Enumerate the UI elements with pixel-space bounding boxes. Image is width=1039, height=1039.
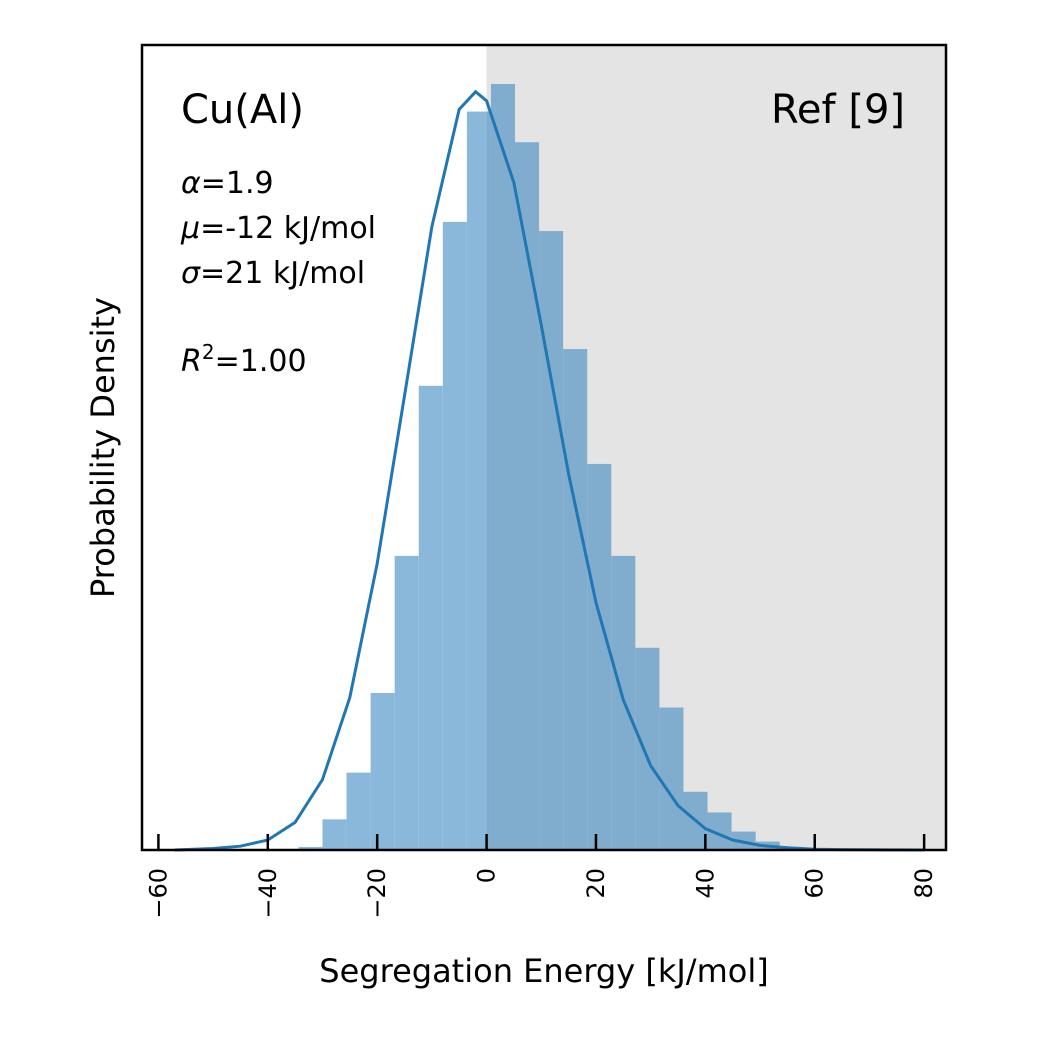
- plot-area: [140, 43, 948, 852]
- histogram-bar: [635, 647, 660, 850]
- alpha-symbol: α: [181, 166, 201, 201]
- x-tick-label: 20: [582, 868, 610, 899]
- histogram-bar: [442, 221, 467, 850]
- reference-label: Ref [9]: [771, 87, 905, 133]
- histogram-bar: [466, 111, 487, 851]
- r-squared-exponent: 2: [202, 340, 215, 364]
- plot-frame: [140, 43, 948, 852]
- x-tick-label: 60: [801, 868, 829, 899]
- x-tick-label: −40: [254, 868, 282, 919]
- system-label: Cu(Al): [181, 87, 304, 133]
- histogram-bar: [346, 772, 371, 850]
- fit-curve: [174, 89, 925, 852]
- x-axis-tick-labels: −60 −40 −20 0 20 40 60 80: [144, 868, 938, 919]
- r-squared-value: =1.00: [215, 344, 307, 379]
- sigma-symbol: σ: [181, 256, 201, 291]
- alpha-parameter: α=1.9: [181, 166, 274, 201]
- histogram-bar: [418, 385, 443, 850]
- sigma-value: =21 kJ/mol: [200, 256, 365, 291]
- sigma-parameter: σ=21 kJ/mol: [181, 256, 365, 291]
- histogram-bar: [394, 555, 419, 850]
- x-tick-label: 80: [910, 868, 938, 899]
- histogram-bar: [539, 231, 564, 850]
- x-tick-label: −60: [144, 868, 172, 919]
- histogram-bar-shaded-part: [486, 111, 491, 851]
- mu-symbol: μ: [180, 211, 200, 246]
- x-axis-ticks: [157, 834, 926, 850]
- x-tick-label: −20: [363, 868, 391, 919]
- alpha-value: =1.9: [201, 166, 274, 201]
- y-axis-label: Probability Density: [84, 297, 122, 598]
- x-tick-label: 0: [473, 868, 501, 883]
- x-tick-label: 40: [691, 868, 719, 899]
- fit-parameters: α=1.9 μ=-12 kJ/mol σ=21 kJ/mol R2=1.00: [180, 166, 376, 379]
- x-axis-label: Segregation Energy [kJ/mol]: [319, 952, 768, 990]
- histogram-bar: [659, 707, 684, 850]
- mu-parameter: μ=-12 kJ/mol: [180, 211, 376, 246]
- mu-value: =-12 kJ/mol: [200, 211, 376, 246]
- histogram-bars: [298, 84, 804, 851]
- histogram-bar: [370, 692, 395, 850]
- histogram-bar: [515, 142, 540, 850]
- histogram-bar: [490, 84, 516, 850]
- histogram-bar: [322, 819, 347, 850]
- r-squared: R2=1.00: [181, 340, 307, 379]
- histogram-bar: [563, 349, 588, 850]
- histogram-bar: [298, 846, 323, 850]
- histogram-bar: [587, 463, 612, 850]
- r-squared-symbol: R: [181, 344, 202, 379]
